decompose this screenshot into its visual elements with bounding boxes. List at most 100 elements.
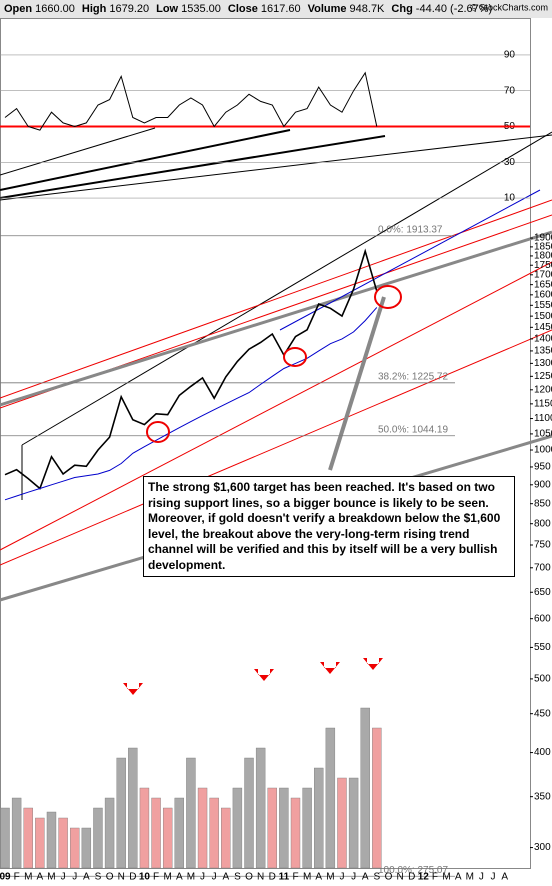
fib-label: 100.0%: 275.07 [378,865,448,876]
y-tick-label: 850 [534,498,551,509]
x-tick-label: A [455,872,462,883]
y-tick-label: 1650 [534,279,552,290]
y-tick-label: 450 [534,708,551,719]
volume-bar [35,817,45,869]
rsi-trend [0,129,291,191]
x-tick-label: J [72,872,77,883]
volume-bar [128,747,138,869]
header-value: 1660.00 [35,3,75,15]
x-tick-label: A [37,872,44,883]
x-tick-label: S [374,872,381,883]
volume-bar [186,757,196,869]
x-tick-label: M [24,872,32,883]
moving-average [4,307,378,501]
y-tick-label: 1400 [534,334,552,345]
header-label: High [82,3,107,15]
volume-bar [58,817,68,869]
x-tick-label: N [257,872,264,883]
y-tick-label: 1150 [534,399,552,410]
rsi-line [4,71,378,131]
arrow [254,669,274,681]
y-tick-label: 70 [504,85,516,96]
x-tick-label: N [396,872,403,883]
volume-bar [23,807,33,869]
x-tick-label: J [479,872,484,883]
volume-bar [104,797,115,869]
x-tick-label: 11 [279,872,290,883]
x-tick-label: M [164,872,172,883]
x-tick-label: M [326,872,334,883]
y-tick-label: 1500 [534,311,552,322]
x-tick-label: O [385,872,393,883]
highlights [146,285,402,443]
header-bar [0,0,552,18]
y-tick-label: 90 [504,50,516,61]
x-tick-label: 09 [0,872,11,883]
fib-label: 0.0%: 1913.37 [378,224,443,235]
x-tick-label: F [432,872,438,883]
x-tick-label: D [408,872,415,883]
header-label: Volume [308,3,347,15]
header-label: Open [4,3,32,15]
volume-bar [0,807,10,869]
volume-bar [116,757,126,869]
x-tick-label: N [118,872,125,883]
x-tick-label: F [153,872,159,883]
y-tick-label: 750 [534,540,551,551]
header: Open 1660.00 High 1679.20 Low 1535.00 Close 161… [4,3,492,15]
volume-bar [267,787,277,869]
volume-bar [279,787,289,869]
header-value: 1535.00 [181,3,221,15]
x-tick-label: M [187,872,195,883]
plot: 1030507090300350400450500550600650700750… [0,50,552,883]
y-tick-label: 550 [534,642,551,653]
y-tick-label: 1800 [534,251,552,262]
y-tick-label: 500 [534,674,551,685]
volume-bar [81,827,92,869]
y-tick-label: 400 [534,747,551,758]
y-tick-label: 1700 [534,269,552,280]
x-tick-label: J [212,872,217,883]
fib-label: 38.2%: 1225.72 [378,371,448,382]
volume-bar [209,797,219,869]
x-tick-label: A [83,872,90,883]
x-tick-label: O [106,872,114,883]
y-tick-label: 1850 [534,242,552,253]
y-tick-label: 1250 [534,371,552,382]
x-tick-label: J [351,872,356,883]
x-tick-label: D [129,872,136,883]
volume-bar [325,727,336,869]
support-line [328,296,386,471]
volume-bar [139,787,150,869]
y-tick-label: 1450 [534,322,552,333]
rsi-trend [0,127,156,176]
x-tick-label: D [269,872,276,883]
volume-bar [11,797,22,869]
gray-line [0,230,552,407]
x-tick-label: A [222,872,229,883]
volume-bar [372,727,382,869]
volume-bar [232,787,243,869]
volume-bar [337,777,347,869]
x-tick-label: M [466,872,474,883]
circle [374,285,402,309]
x-tick-label: F [292,872,298,883]
y-tick-label: 700 [534,562,551,573]
x-tick-label: J [200,872,205,883]
y-tick-label: 10 [504,193,516,204]
y-tick-label: 800 [534,518,551,529]
x-tick-label: A [362,872,369,883]
red-line [0,261,552,551]
circle [146,421,170,443]
volume-bar [314,767,324,869]
x-tick-label: O [245,872,253,883]
y-tick-label: 30 [504,157,516,168]
x-tick-label: M [303,872,311,883]
x-tick-label: S [95,872,102,883]
red-line [0,329,552,566]
x-tick-label: J [61,872,66,883]
arrow [123,683,143,695]
header-label: Low [156,3,178,15]
y-tick-label: 1100 [534,413,552,424]
